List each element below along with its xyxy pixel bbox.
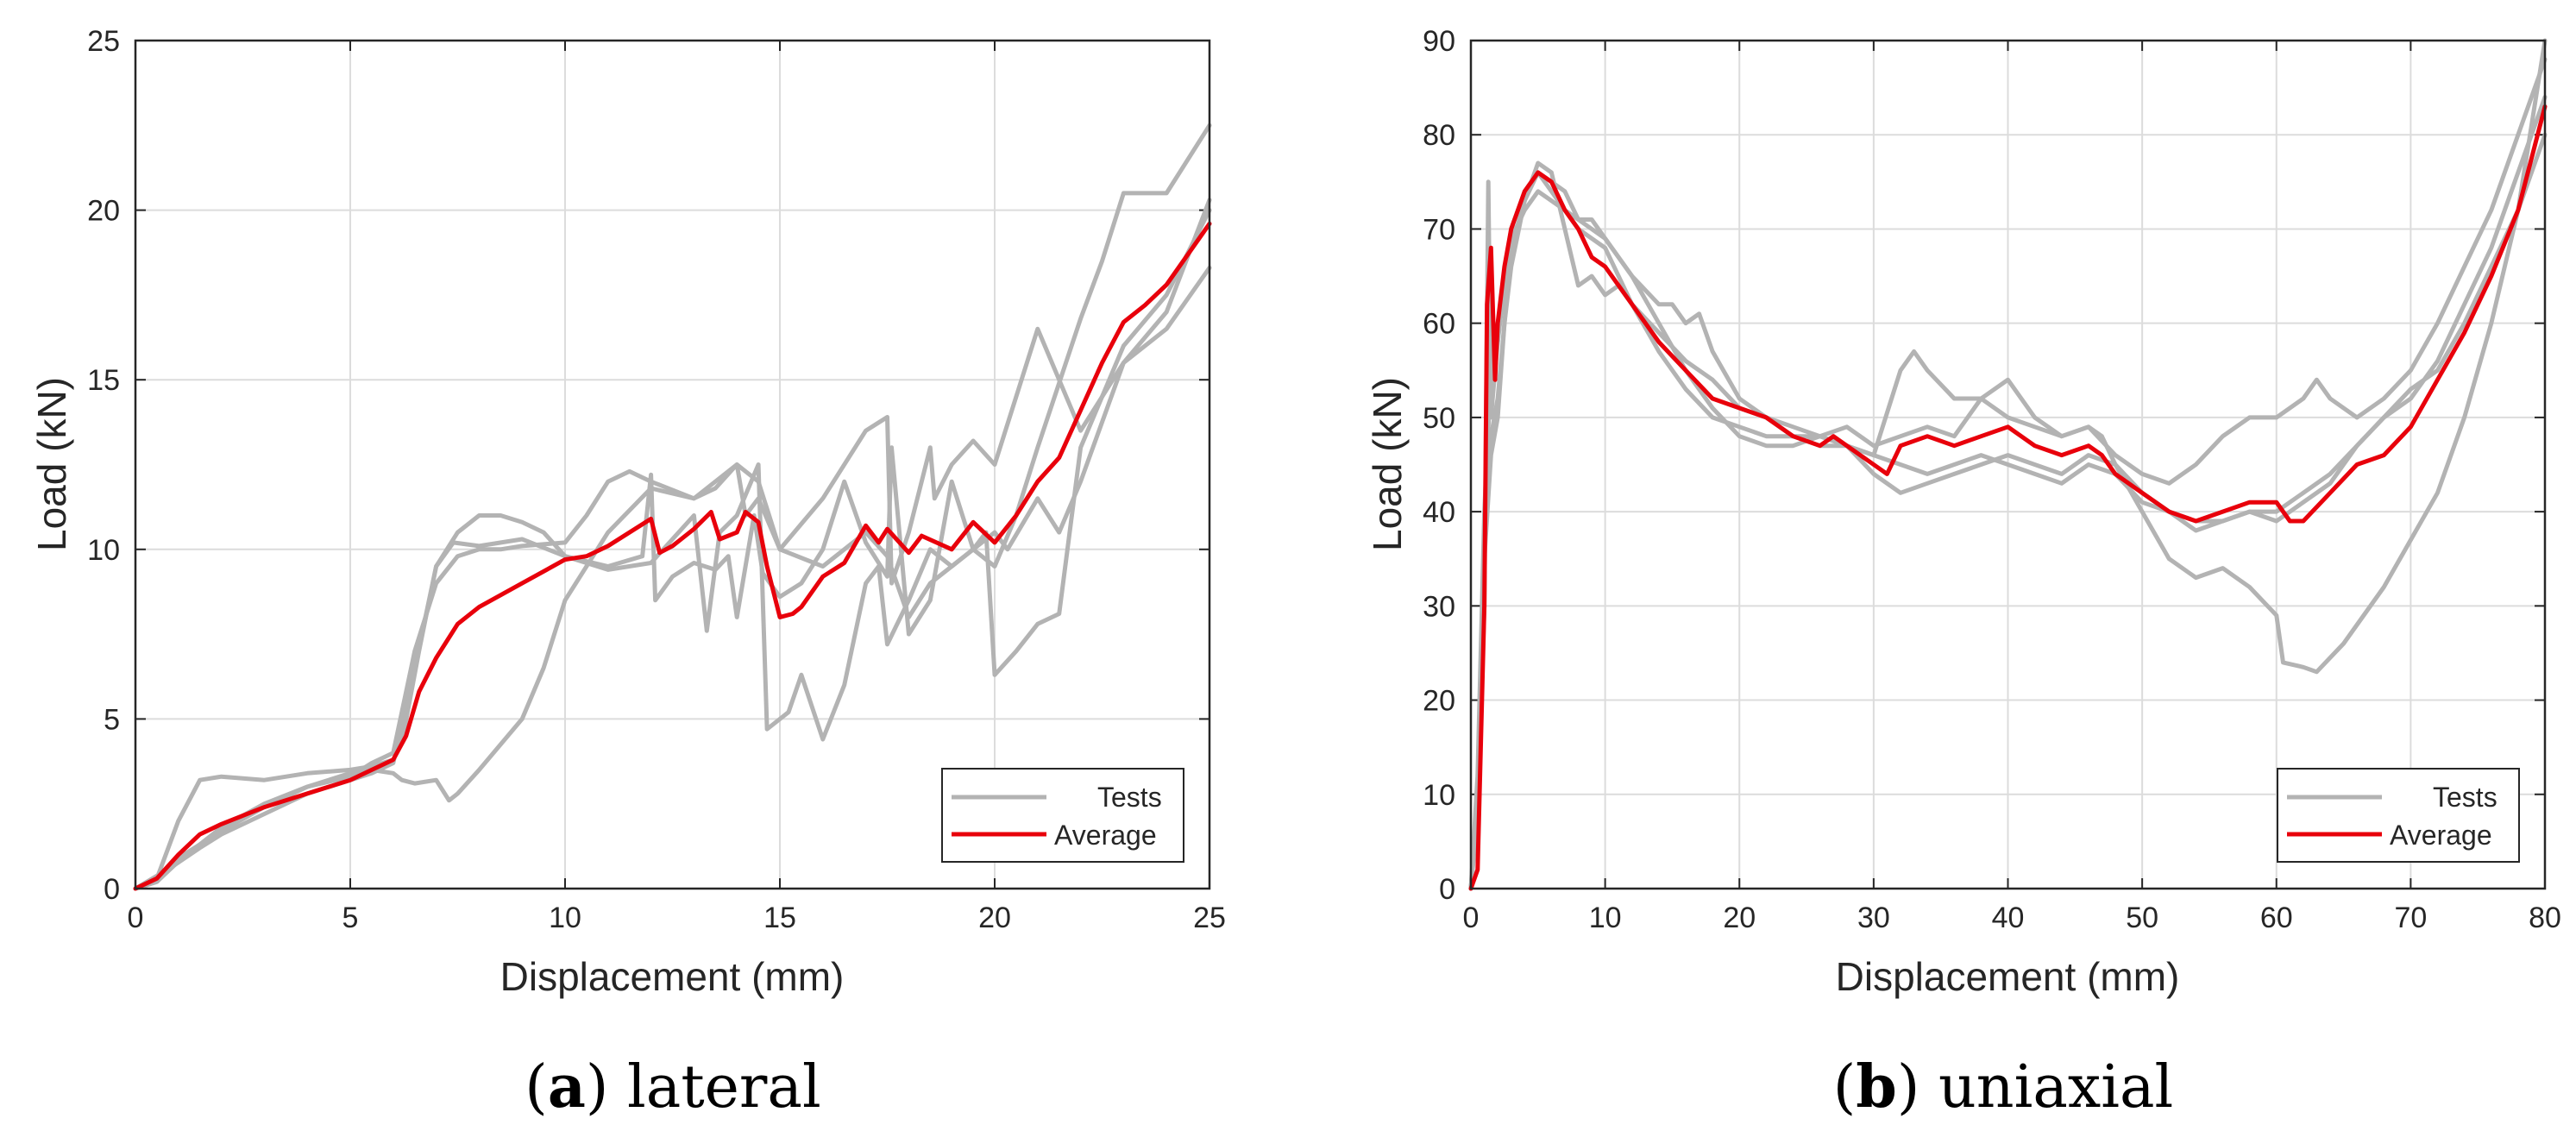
x-axis-label-b: Displacement (mm)	[1836, 954, 2180, 999]
x-tick-label: 10	[549, 902, 581, 934]
legend-label-average-b: Average	[2390, 820, 2492, 851]
y-axis-label-a: Load (kN)	[29, 377, 74, 551]
x-tick-label: 60	[2260, 902, 2293, 934]
caption-letter-a: a	[548, 1052, 586, 1122]
plot-area-a	[135, 40, 1210, 889]
y-tick-label: 0	[104, 873, 120, 906]
legend-label-tests-b: Tests	[2433, 782, 2497, 813]
y-tick-label: 20	[87, 195, 120, 228]
series-line-average	[133, 221, 1212, 891]
y-tick-label: 70	[1423, 213, 1455, 246]
y-tick-label: 15	[87, 364, 120, 397]
y-tick-label: 80	[1423, 119, 1455, 152]
caption-text-a: lateral	[627, 1053, 821, 1122]
series-b	[1468, 38, 2548, 891]
caption-text-b: uniaxial	[1938, 1053, 2173, 1122]
y-tick-label: 0	[1439, 873, 1455, 906]
y-tick-label: 60	[1423, 308, 1455, 341]
x-tick-label: 25	[1193, 902, 1226, 934]
series-a	[133, 123, 1212, 891]
caption-b: (b) uniaxial	[1833, 1052, 2174, 1122]
y-tick-label: 10	[87, 534, 120, 567]
x-tick-label: 0	[1463, 902, 1480, 934]
x-axis-label-a: Displacement (mm)	[500, 954, 845, 999]
legend-label-tests-a: Tests	[1097, 782, 1162, 813]
legend-box-a	[941, 768, 1184, 863]
x-tick-label: 0	[128, 902, 144, 934]
y-axis-label-b: Load (kN)	[1365, 377, 1410, 551]
x-tick-label: 30	[1857, 902, 1890, 934]
plot-frame-a	[134, 39, 1211, 890]
series-line-test-4	[133, 208, 1212, 891]
y-tick-label: 20	[1423, 685, 1455, 718]
caption-letter-b: b	[1856, 1052, 1897, 1122]
legend-label-average-a: Average	[1054, 820, 1157, 851]
ticks-a: 0 5 10 15 20 25 0 5 10 15 20 25	[87, 25, 1226, 934]
series-line-test-2	[1468, 57, 2548, 891]
x-tick-label: 20	[978, 902, 1011, 934]
x-tick-label: 50	[2126, 902, 2158, 934]
x-tick-label: 15	[763, 902, 796, 934]
y-tick-label: 30	[1423, 590, 1455, 623]
chart-panel-a: 0 5 10 15 20 25 0 5 10 15 20 25 Displacement (mm) L…	[29, 25, 1226, 1122]
grid-a	[135, 41, 1209, 889]
x-tick-label: 40	[1992, 902, 2025, 934]
ticks-b: 0 10 20 30 40 50 60 70 80 0 10 20 30 40 50 60 70 80 90	[1423, 25, 2561, 934]
series-line-test-4	[1468, 132, 2548, 891]
y-tick-label: 5	[104, 703, 120, 736]
plot-frame-b	[1469, 39, 2547, 890]
legend-b: Tests Average	[2277, 768, 2520, 863]
y-tick-label: 40	[1423, 496, 1455, 529]
x-tick-label: 5	[342, 902, 359, 934]
x-tick-label: 80	[2529, 902, 2561, 934]
y-tick-label: 90	[1423, 25, 1455, 58]
legend-box-b	[2277, 768, 2520, 863]
y-tick-label: 10	[1423, 779, 1455, 812]
x-tick-label: 10	[1589, 902, 1622, 934]
chart-panel-b: 0 10 20 30 40 50 60 70 80 0 10 20 30 40 50 60 70 80 90 Dis…	[1365, 25, 2561, 1122]
y-tick-label: 25	[87, 25, 120, 58]
x-tick-label: 20	[1723, 902, 1756, 934]
legend-a: Tests Average	[941, 768, 1184, 863]
x-tick-label: 70	[2394, 902, 2427, 934]
series-line-average	[1468, 104, 2548, 891]
caption-a: (a) lateral	[525, 1052, 820, 1122]
y-tick-label: 50	[1423, 402, 1455, 435]
